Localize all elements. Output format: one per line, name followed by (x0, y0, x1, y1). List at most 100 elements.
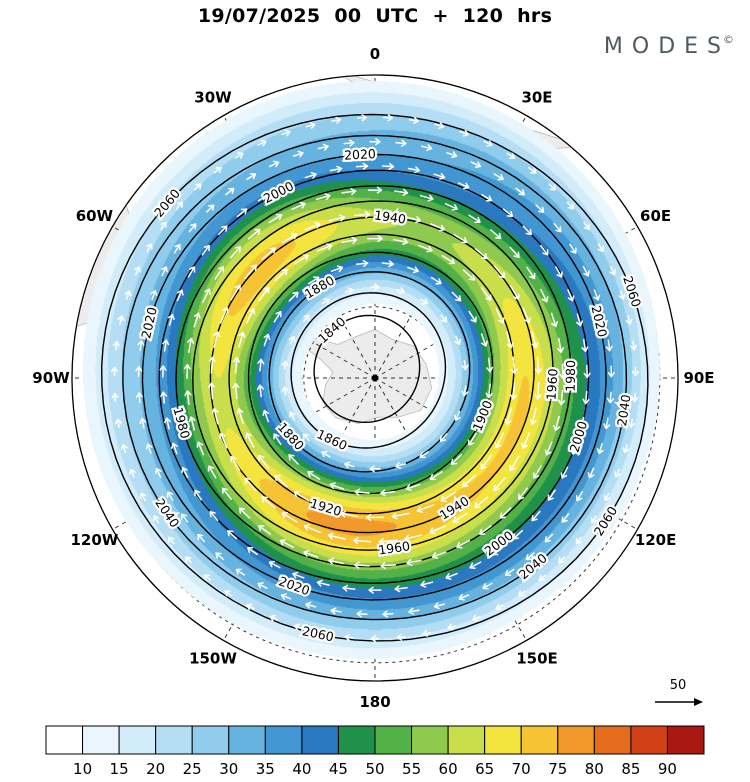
longitude-label-120E: 120E (635, 531, 677, 549)
contour-2020 (141, 153, 607, 601)
colorbar-tick: 80 (585, 760, 604, 778)
contour-label-2040: 2040 (152, 496, 182, 531)
colorbar-cell (520, 725, 559, 755)
colorbar-tick-labels: 10 15 20 25 30 35 40 45 50 55 60 65 70 75 80 85 90 (73, 760, 677, 778)
contour-1900 (247, 251, 494, 495)
longitude-labels: 0 30E 60E 90E 120E 150E 180 150W 120W 90W 60W 30W (32, 45, 714, 711)
longitude-label-60E: 60E (640, 207, 671, 225)
longitude-label-90W: 90W (32, 369, 70, 387)
contour-label-2020: 2020 (277, 573, 312, 598)
colorbar-cell (301, 725, 339, 755)
graticule (72, 75, 678, 681)
contour-1880 (268, 271, 471, 473)
contour-label-1960: 1960 (543, 368, 560, 401)
contour-label-1880: 1880 (302, 272, 337, 301)
arrow-head-icon (694, 698, 703, 706)
contour-label-2060: 2060 (620, 274, 644, 309)
contour-1840 (313, 314, 421, 424)
colorbar-tick: 50 (365, 760, 384, 778)
colorbar-tick: 10 (73, 760, 92, 778)
longitude-label-150W: 150W (189, 650, 237, 668)
contour-labels: 1840 1860 1880 1880 1900 1920 1940 1940 1960 1960… (136, 144, 647, 647)
contour-1920 (228, 233, 515, 515)
colorbar-tick: 55 (402, 760, 421, 778)
colorbar-cells (45, 725, 705, 755)
colorbar-cell (82, 725, 120, 755)
chart-title: 19/07/2025 00 UTC + 120 hrs (197, 5, 553, 27)
contour-1980 (175, 185, 572, 568)
colorbar-cell (484, 725, 522, 755)
colorbar-tick: 20 (146, 760, 165, 778)
pole-marker (371, 374, 379, 382)
colorbar-cell (191, 725, 230, 755)
colorbar-tick: 75 (548, 760, 567, 778)
longitude-label-120W: 120W (70, 531, 118, 549)
colorbar-tick: 85 (621, 760, 640, 778)
modes-logo: MODES© (604, 33, 734, 59)
colorbar-tick: 15 (110, 760, 129, 778)
colorbar-tick: 40 (292, 760, 311, 778)
modes-logo-text: MODES (603, 34, 730, 59)
contour-label-2060: 2060 (591, 504, 621, 539)
longitude-label-30W: 30W (194, 88, 232, 106)
contour-2060 (100, 113, 649, 642)
contour-label-2040: 2040 (516, 550, 550, 582)
colorbar-cell (228, 725, 266, 755)
longitude-label-0: 0 (370, 45, 380, 63)
colorbar-cell (264, 725, 303, 755)
map-boundary (71, 74, 679, 682)
contour-label-1960: 1960 (377, 538, 411, 557)
longitude-label-150E: 150E (516, 650, 558, 668)
contour-1860 (290, 292, 447, 449)
contour-label-1940: 1940 (373, 207, 407, 226)
colorbar-cell (374, 725, 413, 755)
contour-label-1840: 1840 (315, 314, 349, 346)
contour-label-2000: 2000 (482, 528, 516, 559)
contour-label-2040: 2040 (614, 393, 633, 427)
colorbar-cell (557, 725, 595, 755)
colorbar-tick: 25 (183, 760, 202, 778)
reference-arrow-label: 50 (670, 678, 687, 693)
colorbar-cell (666, 725, 705, 755)
colorbar-tick: 70 (512, 760, 531, 778)
colorbar-cell (593, 725, 632, 755)
contour-label-2020: 2020 (589, 304, 611, 338)
contour-label-2020: 2020 (138, 305, 160, 339)
contour-1940 (209, 216, 535, 534)
contour-label-1940: 1940 (437, 493, 472, 523)
colorbar-cell (337, 725, 376, 755)
contour-label-1860: 1860 (315, 426, 350, 453)
contour-label-2000: 2000 (261, 178, 296, 206)
contour-label-1900: 1900 (470, 398, 496, 433)
colorbar-tick: 45 (329, 760, 348, 778)
contour-label-2000: 2000 (566, 419, 590, 454)
colorbar-tick: 60 (439, 760, 458, 778)
colorbar-cell (45, 725, 84, 755)
longitude-label-180: 180 (359, 693, 390, 711)
colorbar-cell (411, 725, 449, 755)
colorbar-cell (447, 725, 486, 755)
contour-2000 (158, 169, 590, 585)
reference-arrow: 50 (655, 678, 703, 706)
colorbar-tick: 65 (475, 760, 494, 778)
colorbar-tick: 90 (658, 760, 677, 778)
longitude-label-60W: 60W (76, 207, 114, 225)
contour-1960 (192, 200, 554, 551)
contour-label-1880: 1880 (275, 419, 307, 453)
contour-label-2020: 2020 (344, 146, 377, 163)
colorbar-cell (118, 725, 157, 755)
longitude-label-90E: 90E (683, 369, 714, 387)
colorbar-tick: 30 (219, 760, 238, 778)
colorbar-cell (630, 725, 668, 755)
longitude-label-30E: 30E (521, 88, 552, 106)
contour-label-1980: 1980 (170, 406, 193, 441)
contour-label-1980: 1980 (563, 360, 579, 392)
land-masses (73, 76, 620, 587)
wind-arrows (110, 114, 640, 643)
contour-label-2060: 2060 (151, 186, 183, 220)
